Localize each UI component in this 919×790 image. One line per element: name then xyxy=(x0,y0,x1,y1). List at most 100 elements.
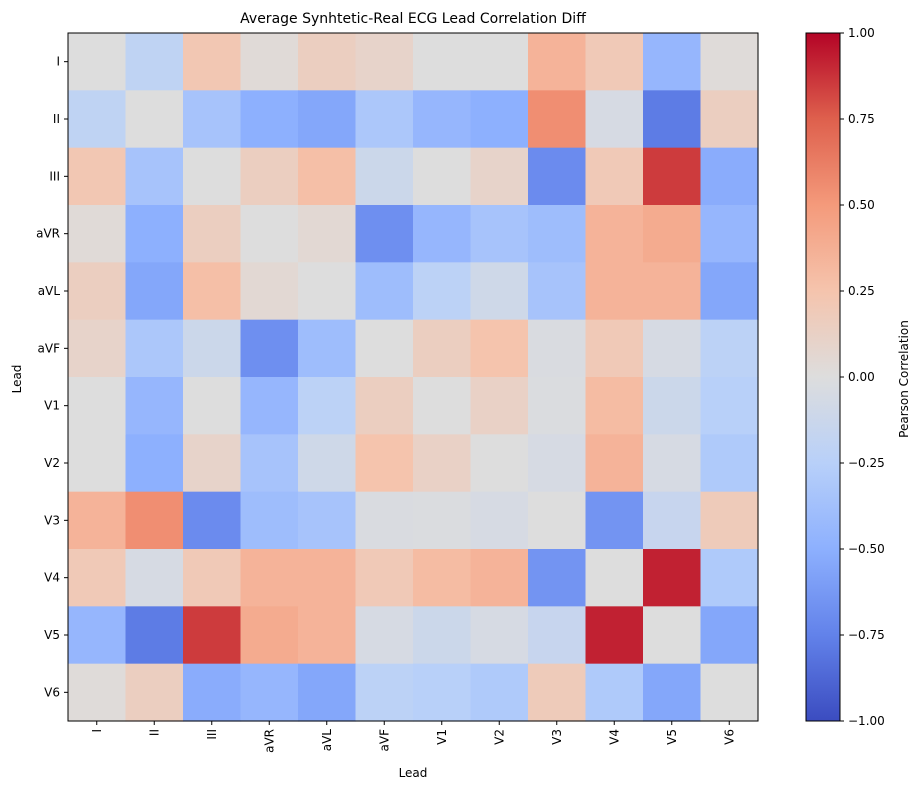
heatmap-cell xyxy=(183,262,242,321)
heatmap-cell xyxy=(643,377,702,435)
y-tick-label: V4 xyxy=(44,571,60,585)
heatmap-cell xyxy=(183,491,242,550)
heatmap-cell xyxy=(470,491,529,550)
y-tick-label: II xyxy=(53,112,60,126)
heatmap-cell xyxy=(413,205,472,263)
heatmap-cell xyxy=(355,319,414,378)
heatmap-cell xyxy=(125,205,184,263)
heatmap-cell xyxy=(643,33,702,91)
heatmap-cell xyxy=(413,262,472,321)
heatmap-cell xyxy=(643,90,702,149)
heatmap-cell xyxy=(528,262,587,321)
heatmap-cell xyxy=(643,434,702,493)
heatmap-cell xyxy=(183,147,242,206)
heatmap-cell xyxy=(700,90,759,149)
y-tick-label: aVF xyxy=(38,341,61,355)
colorbar-tick-label: −0.75 xyxy=(848,628,885,642)
y-tick-label: V1 xyxy=(44,399,60,413)
heatmap-cell xyxy=(528,377,587,435)
heatmap-cell xyxy=(125,549,184,607)
heatmap-cell xyxy=(125,606,184,665)
heatmap-cell xyxy=(700,491,759,550)
heatmap-cell xyxy=(240,434,299,493)
heatmap-cell xyxy=(240,319,299,378)
heatmap-cell xyxy=(183,663,242,722)
heatmap-cell xyxy=(585,147,644,206)
heatmap-cell xyxy=(355,434,414,493)
heatmap-cell xyxy=(700,147,759,206)
heatmap-cell xyxy=(528,205,587,263)
heatmap-cell xyxy=(470,262,529,321)
heatmap-cell xyxy=(643,606,702,665)
heatmap-cell xyxy=(240,549,299,607)
x-tick-label: V1 xyxy=(435,729,449,745)
heatmap-cell xyxy=(183,377,242,435)
heatmap-cell xyxy=(298,319,357,378)
colorbar-tick-label: 0.75 xyxy=(848,112,875,126)
heatmap-cell xyxy=(643,319,702,378)
heatmap-cell xyxy=(355,549,414,607)
heatmap-cell xyxy=(355,205,414,263)
colorbar-tick-label: 0.50 xyxy=(848,198,875,212)
heatmap-cell xyxy=(643,205,702,263)
heatmap-cell xyxy=(643,147,702,206)
colorbar-tick-label: −0.50 xyxy=(848,542,885,556)
heatmap-cell xyxy=(240,491,299,550)
heatmap-cell xyxy=(240,377,299,435)
heatmap-cell xyxy=(585,491,644,550)
heatmap-cell xyxy=(643,549,702,607)
colorbar-tick-label: 0.00 xyxy=(848,370,875,384)
x-tick-label: II xyxy=(147,729,161,736)
heatmap-cell xyxy=(240,606,299,665)
heatmap-cell xyxy=(298,663,357,722)
heatmap-cell xyxy=(298,377,357,435)
heatmap-cell xyxy=(470,205,529,263)
heatmap-cell xyxy=(240,205,299,263)
heatmap-cell xyxy=(68,262,127,321)
heatmap-cell xyxy=(68,549,127,607)
y-tick-label: III xyxy=(49,169,60,183)
x-tick-label: aVF xyxy=(377,729,391,752)
heatmap-cell xyxy=(643,491,702,550)
heatmap-cell xyxy=(470,549,529,607)
heatmap-cell xyxy=(585,319,644,378)
heatmap-cell xyxy=(183,434,242,493)
heatmap-cell xyxy=(585,377,644,435)
x-axis-label: Lead xyxy=(399,766,428,780)
heatmap-cell xyxy=(470,33,529,91)
heatmap-cell xyxy=(700,319,759,378)
heatmap-cell xyxy=(413,606,472,665)
x-tick-label: I xyxy=(90,729,104,733)
heatmap-cell xyxy=(470,147,529,206)
heatmap-cell xyxy=(413,319,472,378)
heatmap-cell xyxy=(585,663,644,722)
heatmap-cell xyxy=(528,491,587,550)
heatmap-cell xyxy=(355,377,414,435)
colorbar-label: Pearson Correlation xyxy=(897,320,911,438)
heatmap-cell xyxy=(183,205,242,263)
heatmap-cell xyxy=(240,262,299,321)
plot-frame xyxy=(67,32,759,722)
heatmap-cell xyxy=(68,319,127,378)
heatmap-cell xyxy=(125,434,184,493)
heatmap-cell xyxy=(240,90,299,149)
heatmap-cell xyxy=(183,319,242,378)
heatmap-cell xyxy=(413,90,472,149)
heatmap-cell xyxy=(183,549,242,607)
heatmap-cell xyxy=(68,663,127,722)
y-tick-label: V5 xyxy=(44,628,60,642)
heatmap-cell xyxy=(585,549,644,607)
heatmap-cell xyxy=(528,319,587,378)
heatmap-cell xyxy=(298,549,357,607)
heatmap-cell xyxy=(470,663,529,722)
heatmap-cell xyxy=(413,33,472,91)
heatmap-cell xyxy=(643,262,702,321)
y-tick-label: aVR xyxy=(36,227,60,241)
heatmap-cell xyxy=(125,33,184,91)
heatmap-cells xyxy=(68,33,759,722)
x-tick-label: III xyxy=(205,729,219,740)
x-tick-label: aVL xyxy=(320,729,334,752)
heatmap-cell xyxy=(125,377,184,435)
